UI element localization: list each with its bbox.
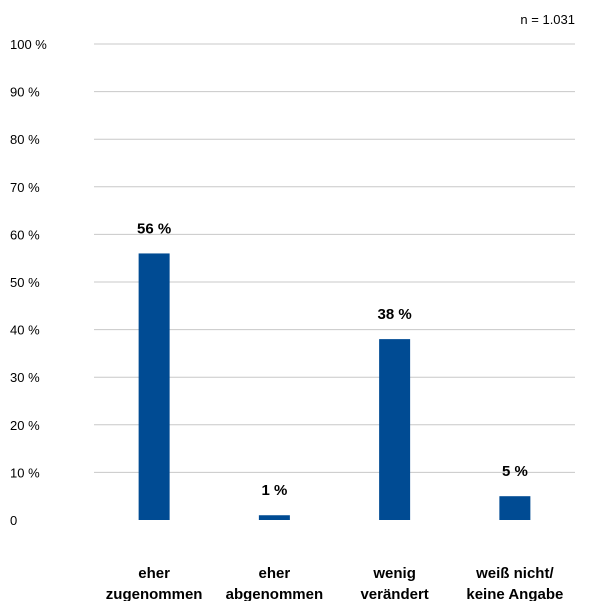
y-tick-label: 90 % <box>10 85 40 100</box>
data-labels: 56 % 1 % 38 % 5 % <box>137 220 528 499</box>
category-label: eher zugenommen <box>106 565 203 601</box>
y-tick-label: 100 % <box>10 37 47 52</box>
y-tick-label: 80 % <box>10 132 40 147</box>
y-axis-ticks: 0 10 % 20 % 30 % 40 % 50 % 60 % 70 % 80 % 90 % 100… <box>10 37 47 528</box>
y-tick-label: 0 <box>10 513 17 528</box>
category-label: eher abgenommen <box>226 565 324 601</box>
x-axis-categories: eher zugenommen eher abgenommen wenig verände… <box>106 565 564 603</box>
bar <box>379 339 411 520</box>
gridlines <box>94 43 575 473</box>
y-tick-label: 70 % <box>10 180 40 195</box>
y-tick-label: 30 % <box>10 370 40 385</box>
y-tick-label: 50 % <box>10 275 40 290</box>
bars <box>138 253 531 520</box>
data-label: 1 % <box>261 482 287 499</box>
y-tick-label: 40 % <box>10 323 40 338</box>
data-label: 5 % <box>502 463 528 480</box>
y-tick-label: 60 % <box>10 227 40 242</box>
sample-size-note: n = 1.031 <box>520 12 575 27</box>
data-label: 38 % <box>378 306 412 323</box>
category-label: weiß nicht/keine Angabe <box>466 565 563 601</box>
y-tick-label: 20 % <box>10 418 40 433</box>
bar <box>138 253 170 520</box>
bar <box>258 515 290 520</box>
bar <box>499 496 531 520</box>
data-label: 56 % <box>137 220 171 237</box>
y-tick-label: 10 % <box>10 465 40 480</box>
category-label: wenig verändert <box>360 565 428 601</box>
